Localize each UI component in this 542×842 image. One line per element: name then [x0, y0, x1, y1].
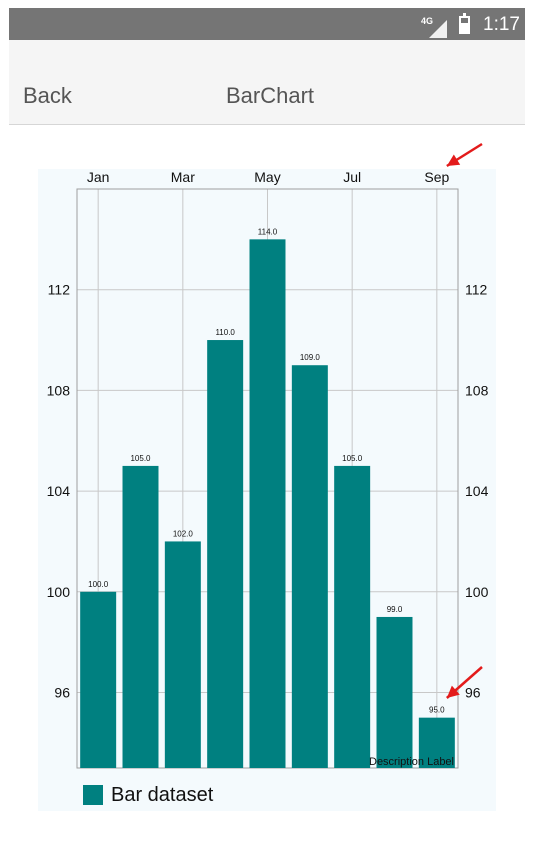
- bar: [291, 365, 328, 768]
- back-button[interactable]: Back: [23, 83, 72, 108]
- x-tick-label: Mar: [171, 169, 195, 185]
- arrow-head: [446, 685, 460, 698]
- bar: [80, 591, 117, 768]
- y-tick-label-right: 100: [465, 584, 489, 600]
- bar: [249, 239, 286, 768]
- bar: [334, 465, 371, 768]
- x-tick-label: Jan: [87, 169, 110, 185]
- bar-value-label: 109.0: [300, 353, 321, 362]
- bar-value-label: 99.0: [387, 605, 403, 614]
- bar-value-label: 105.0: [342, 454, 363, 463]
- arrow-head: [446, 154, 461, 166]
- y-tick-label-right: 108: [465, 382, 489, 398]
- description-label: Description Label: [369, 756, 454, 768]
- bar-value-label: 102.0: [173, 529, 194, 538]
- y-tick-label-right: 112: [465, 282, 488, 298]
- red-arrow-icon: [446, 142, 483, 168]
- page-title: BarChart: [226, 83, 315, 108]
- bar: [418, 717, 455, 768]
- legend-label: Bar dataset: [111, 784, 214, 806]
- y-tick-label-right: 96: [465, 684, 481, 700]
- y-tick-label-left: 96: [54, 684, 70, 700]
- network-type: 4G: [421, 16, 434, 26]
- app-bar: Back BarChart: [9, 40, 525, 125]
- status-bar: 4G 1:17: [9, 8, 525, 40]
- annotation-arrows: [446, 142, 483, 699]
- y-tick-label-left: 108: [47, 382, 71, 398]
- x-tick-label: May: [254, 169, 280, 185]
- y-tick-label-right: 104: [465, 483, 489, 499]
- bar: [207, 340, 244, 768]
- signal-icon: [429, 20, 447, 38]
- bars: [80, 239, 455, 768]
- bar: [164, 541, 201, 768]
- bar-value-label: 105.0: [130, 454, 151, 463]
- bar-value-label: 110.0: [215, 328, 235, 337]
- bar-value-label: 100.0: [88, 580, 109, 589]
- bar-value-label: 114.0: [258, 227, 278, 236]
- status-time: 1:17: [483, 14, 520, 35]
- x-tick-label: Sep: [424, 169, 449, 185]
- x-tick-label: Jul: [343, 169, 361, 185]
- battery-icon: [459, 13, 470, 34]
- y-tick-label-left: 100: [47, 584, 71, 600]
- y-tick-label-left: 104: [47, 483, 71, 499]
- legend-swatch: [83, 785, 103, 805]
- red-arrow-icon: [446, 666, 483, 699]
- labels: 96 96 100 100 104 104 108 108 112 112 Jan Mar May Jul…: [47, 169, 489, 715]
- bar: [376, 616, 413, 768]
- bar-value-label: 95.0: [429, 706, 445, 715]
- bar: [122, 465, 159, 768]
- y-tick-label-left: 112: [48, 282, 71, 298]
